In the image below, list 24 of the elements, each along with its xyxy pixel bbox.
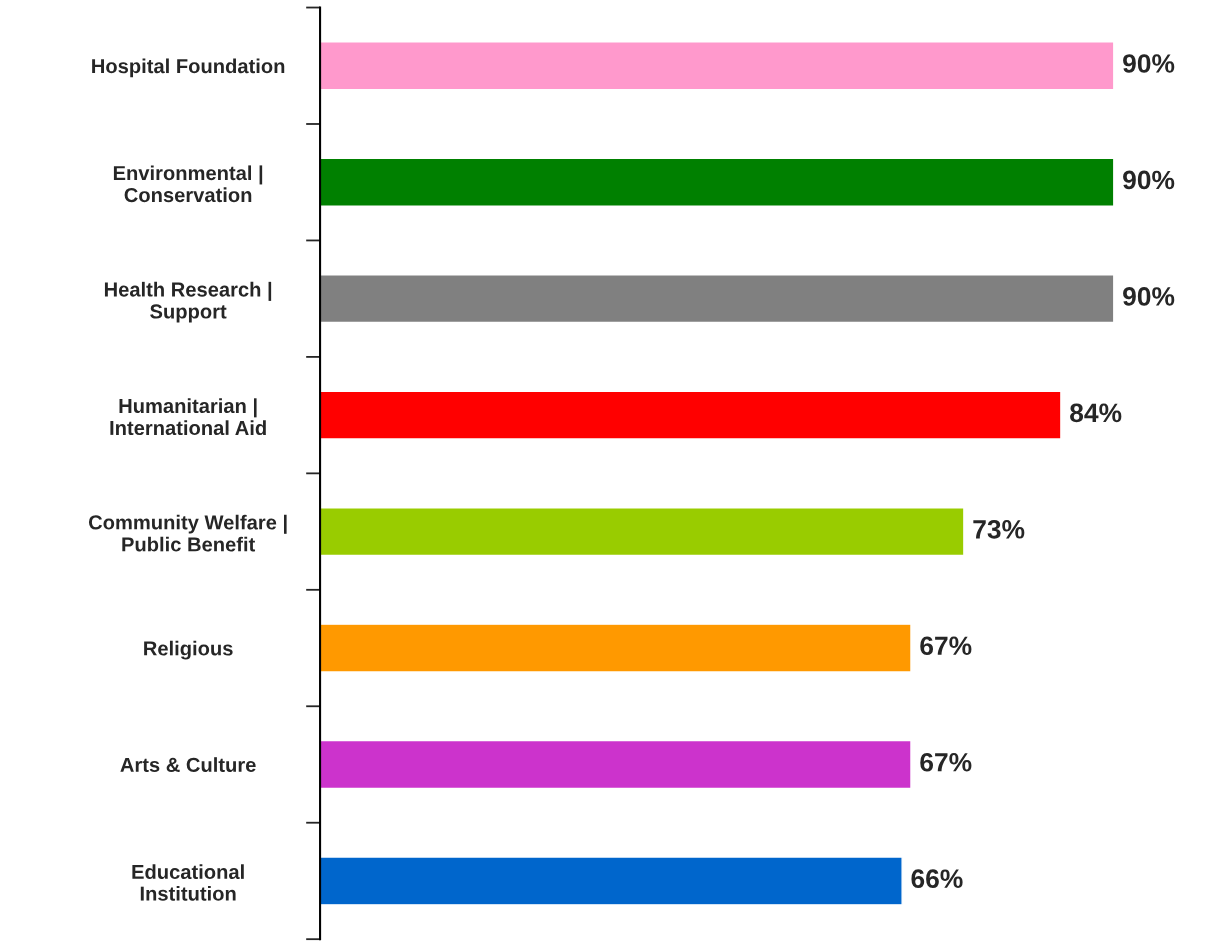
y-tick-label: Religious: [144, 640, 233, 660]
y-tick-label: Environmental | Conservation: [113, 165, 263, 203]
bar: [320, 157, 1115, 207]
data-label: 90%: [1123, 54, 1175, 73]
y-tick-label: Community Welfare | Public Benefit: [88, 514, 287, 552]
data-label: 73%: [973, 519, 1025, 539]
data-label: 90%: [1123, 287, 1175, 306]
y-tick-label: Educational Institution: [132, 864, 244, 901]
y-tick-label: Arts & Culture: [120, 757, 256, 772]
y-tick-label: Health Research | Support: [104, 281, 272, 323]
data-label: 84%: [1070, 403, 1122, 423]
bar: [320, 856, 903, 906]
bar: [320, 623, 912, 673]
data-label: 67%: [920, 752, 972, 772]
bar: [320, 41, 1115, 91]
y-tick-label: Humanitarian | International Aid: [110, 398, 266, 436]
bar: [320, 390, 1062, 440]
data-label: 67%: [920, 636, 972, 656]
y-tick-label: Hospital Foundation: [92, 58, 285, 78]
data-label: 66%: [911, 869, 963, 889]
bar: [320, 739, 912, 790]
bar: [320, 507, 965, 557]
data-label: 90%: [1123, 170, 1175, 190]
bar: [320, 274, 1115, 324]
